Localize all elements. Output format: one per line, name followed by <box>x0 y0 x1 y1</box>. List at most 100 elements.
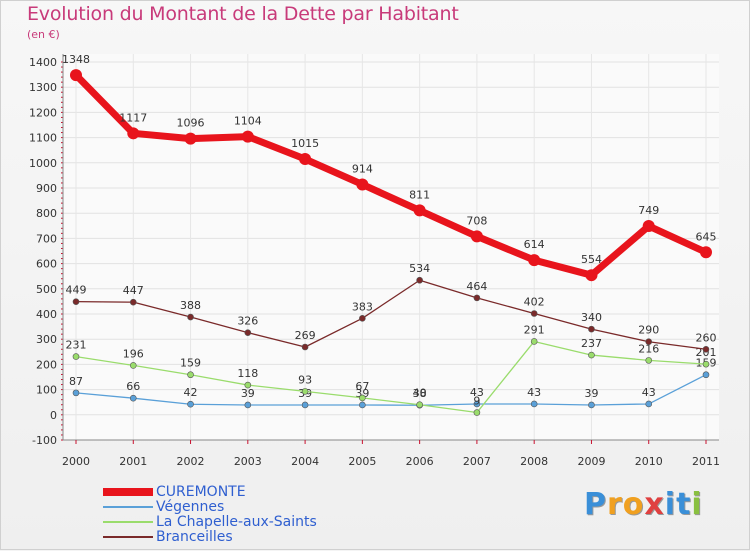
y-tick-label: -100 <box>32 434 57 447</box>
data-point <box>244 381 252 389</box>
data-label: 340 <box>581 311 602 324</box>
data-label: 383 <box>352 300 373 313</box>
data-point <box>72 389 80 397</box>
data-point <box>241 130 254 143</box>
data-point <box>530 310 538 317</box>
logo-letter: r <box>607 487 623 522</box>
data-point <box>416 401 423 409</box>
data-point <box>645 357 653 364</box>
y-tick-label: 400 <box>36 308 57 321</box>
legend-swatch <box>103 488 153 496</box>
x-tick-label: 2011 <box>692 455 720 468</box>
y-tick-label: 200 <box>36 358 57 371</box>
data-point <box>588 351 595 359</box>
x-tick-label: 2005 <box>348 455 376 468</box>
logo-letter: x <box>644 487 665 522</box>
legend-item: Branceilles <box>103 530 317 545</box>
data-point <box>473 400 481 408</box>
y-tick-label: 1200 <box>29 106 57 119</box>
data-point <box>72 298 80 305</box>
x-tick-label: 2009 <box>577 455 605 468</box>
unit-label: (en €) <box>27 28 60 41</box>
data-label: 216 <box>638 342 659 355</box>
data-label: 39 <box>241 387 255 400</box>
data-label: 708 <box>466 214 487 227</box>
data-label: 291 <box>524 323 545 336</box>
x-tick-label: 2001 <box>119 455 147 468</box>
data-label: 87 <box>69 375 83 388</box>
legend-item: Végennes <box>103 500 317 515</box>
data-point <box>356 178 369 191</box>
data-point <box>588 401 595 409</box>
y-tick-label: 1400 <box>29 56 57 69</box>
y-tick-label: 100 <box>36 384 57 397</box>
x-tick-label: 2000 <box>62 455 90 468</box>
data-point <box>413 204 426 217</box>
legend: CUREMONTE Végennes La Chapelle-aux-Saints B… <box>103 485 317 545</box>
data-point <box>301 401 309 409</box>
data-label: 534 <box>409 262 430 275</box>
data-point <box>359 394 366 402</box>
legend-label: Végennes <box>156 499 225 515</box>
data-label: 645 <box>696 230 717 243</box>
y-tick-label: 800 <box>36 207 57 220</box>
x-tick-label: 2010 <box>635 455 663 468</box>
data-point <box>244 329 252 336</box>
x-tick-label: 2008 <box>520 455 548 468</box>
data-label: 290 <box>638 324 659 337</box>
data-label: 118 <box>237 367 258 380</box>
data-point <box>473 294 481 302</box>
data-label: 93 <box>298 373 312 386</box>
data-point <box>301 343 309 351</box>
legend-swatch <box>103 521 153 523</box>
data-label: 39 <box>355 387 369 400</box>
data-label: 201 <box>696 346 717 359</box>
legend-item: La Chapelle-aux-Saints <box>103 515 317 530</box>
data-label: 42 <box>184 386 198 399</box>
data-label: 40 <box>413 387 427 400</box>
data-point <box>129 298 137 306</box>
data-point <box>702 345 710 353</box>
data-label: 43 <box>642 386 656 399</box>
data-label: 66 <box>126 380 140 393</box>
series-line-branceilles <box>75 279 707 350</box>
y-tick-label: 900 <box>36 182 57 195</box>
data-point <box>187 313 194 321</box>
data-label: 449 <box>66 284 87 297</box>
data-label: 9 <box>473 395 480 408</box>
data-point <box>129 394 137 402</box>
data-point <box>301 388 309 395</box>
data-point <box>530 400 538 408</box>
data-label: 1104 <box>234 115 262 128</box>
data-label: 231 <box>66 339 87 352</box>
series-line-la-chapelle-aux-saints <box>75 340 707 414</box>
y-tick-label: 300 <box>36 333 57 346</box>
data-label: 326 <box>237 315 258 328</box>
data-point <box>416 276 423 284</box>
data-point <box>359 401 366 409</box>
y-tick-label: 700 <box>36 232 57 245</box>
data-point <box>642 220 655 233</box>
x-tick-label: 2003 <box>234 455 262 468</box>
data-label: 749 <box>638 204 659 217</box>
data-point <box>645 400 653 408</box>
data-point <box>645 338 653 346</box>
data-point <box>359 314 366 322</box>
data-point <box>702 360 710 368</box>
data-point <box>702 371 710 379</box>
data-label: 914 <box>352 162 373 175</box>
data-point <box>585 269 598 282</box>
y-tick-label: 1000 <box>29 157 57 170</box>
y-tick-label: 600 <box>36 258 57 271</box>
data-label: 237 <box>581 337 602 350</box>
data-label: 67 <box>355 380 369 393</box>
data-label: 402 <box>524 295 545 308</box>
logo-letter: P <box>584 487 607 522</box>
data-label: 43 <box>470 386 484 399</box>
data-point <box>72 353 80 360</box>
legend-label: CUREMONTE <box>156 484 246 500</box>
data-point <box>700 246 712 259</box>
data-label: 260 <box>696 331 717 344</box>
logo-letter: i <box>691 487 703 522</box>
